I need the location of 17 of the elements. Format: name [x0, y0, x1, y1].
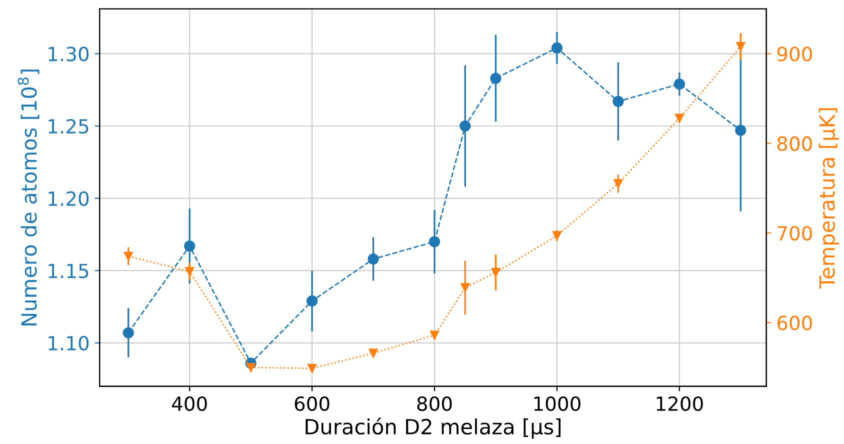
y-tick-label: 1.15 — [48, 264, 88, 278]
y-tick-label: 1.25 — [48, 118, 88, 134]
x-tick-label: 1000 — [534, 396, 580, 412]
x-tick-label: 400 — [172, 396, 207, 412]
y2-tick-label: 900 — [777, 46, 812, 62]
y-tick-label: 1.20 — [48, 191, 89, 206]
x-tick-label: 800 — [417, 396, 452, 412]
y2-tick-label: 800 — [777, 136, 812, 152]
y2-axis-title: Temperatura [μK] — [818, 108, 839, 289]
y2-tick-label: 700 — [778, 226, 812, 241]
x-tick-label: 600 — [294, 396, 330, 412]
y-tick-label: 1.30 — [48, 46, 89, 62]
y-tick-label: 1.10 — [48, 336, 89, 351]
y2-tick-label: 600 — [777, 316, 812, 330]
x-tick-label: 1200 — [656, 396, 703, 412]
x-axis-title: Duración D2 melaza [μs] — [306, 418, 561, 439]
y-axis-title: Numero de atomos [10$^{8}$] — [18, 70, 40, 326]
